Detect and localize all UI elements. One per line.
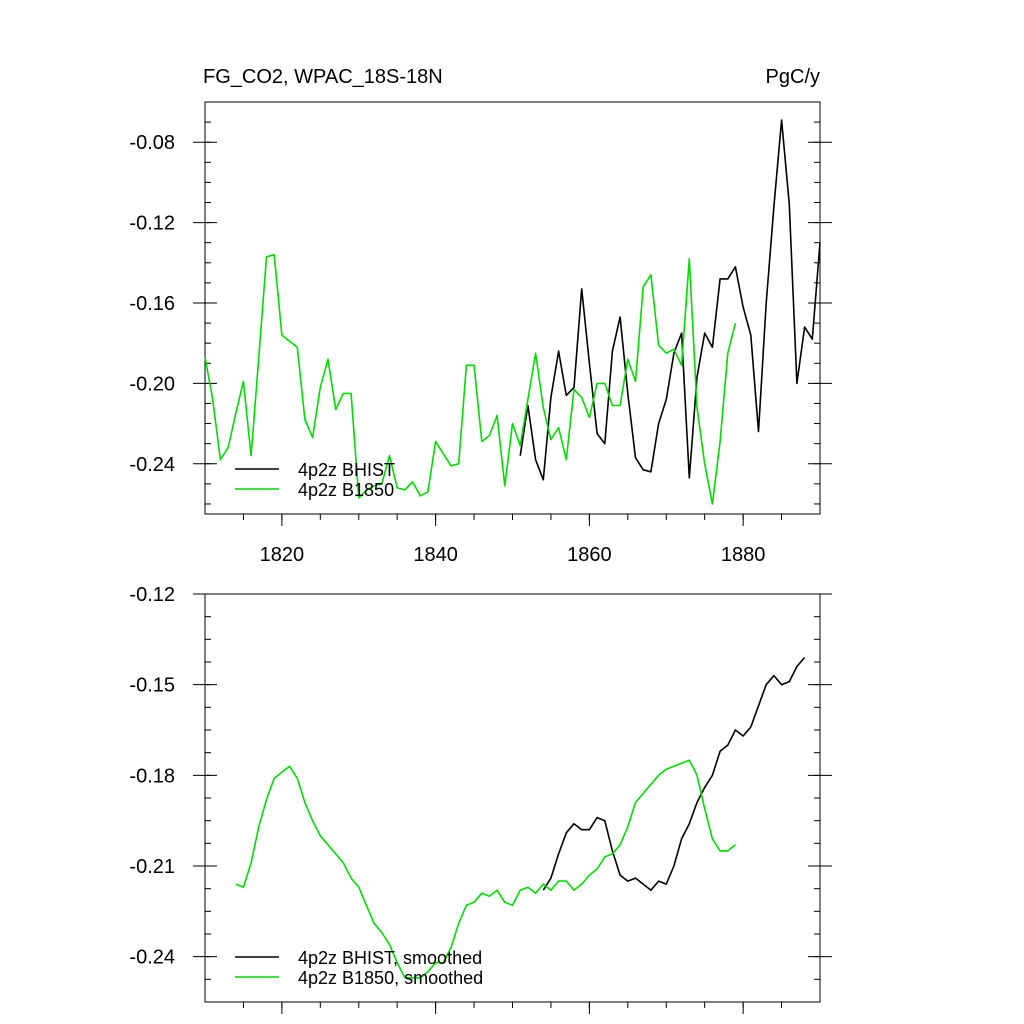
series-line-bhist (519, 119, 821, 481)
y-tick-label: -0.12 (129, 584, 175, 606)
top-plot-marks: -0.24 -0.20 -0.16 -0.12 -0.08 1820 1840 1860 188… (129, 119, 832, 566)
bottom-panel: -0.24 -0.21 -0.18 -0.15 -0.12 4p2z BHIST, smo… (129, 584, 832, 1014)
y-tick-label: -0.12 (129, 213, 175, 235)
series-line-bhist (542, 656, 806, 892)
y-tick-label: -0.20 (129, 373, 175, 395)
top-plot-frame (204, 101, 821, 515)
y-tick-label: -0.24 (129, 454, 175, 476)
chart-title: FG_CO2, WPAC_18S-18N (203, 66, 443, 88)
y-tick-label: -0.08 (129, 132, 175, 154)
legend-label: 4p2z B1850 (298, 480, 394, 500)
y-tick-label: -0.24 (129, 947, 175, 969)
series-line-b1850 (204, 253, 737, 505)
y-tick-label: -0.16 (129, 293, 175, 315)
bottom-plot-marks: -0.24 -0.21 -0.18 -0.15 -0.12 4p2z BHIST, smo… (129, 584, 832, 1014)
legend-label: 4p2z BHIST, smoothed (298, 948, 482, 968)
x-tick-label: 1880 (721, 544, 766, 566)
y-tick-label: -0.15 (129, 675, 175, 697)
y-tick-label: -0.18 (129, 765, 175, 787)
x-tick-label: 1840 (413, 544, 458, 566)
x-tick-label: 1860 (567, 544, 612, 566)
x-tick-label: 1820 (260, 544, 305, 566)
legend-label: 4p2z BHIST (298, 460, 395, 480)
top-panel: FG_CO2, WPAC_18S-18N PgC/y -0.24-0.20-0.… (129, 66, 832, 566)
chart-units: PgC/y (766, 66, 820, 88)
y-tick-label: -0.21 (129, 856, 175, 878)
series-line-b1850 (235, 759, 736, 979)
legend-label: 4p2z B1850, smoothed (298, 968, 483, 988)
bottom-plot-frame (204, 593, 821, 1003)
